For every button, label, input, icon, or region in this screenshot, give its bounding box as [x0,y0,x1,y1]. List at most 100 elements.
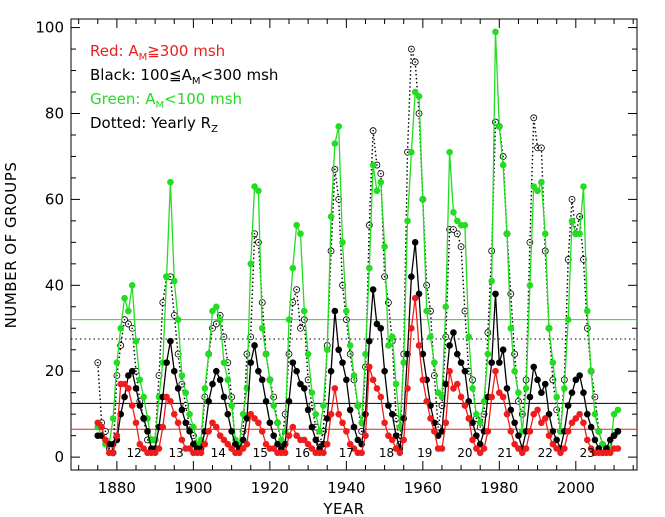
data-point [484,428,492,435]
legend-entry-rest: <100 msh [164,90,242,108]
data-point-center [552,379,554,381]
data-point [201,385,209,392]
data-point [243,415,251,422]
data-point [396,449,404,457]
data-point [610,432,618,439]
data-point-center [104,430,107,433]
data-point [300,436,308,444]
data-point [262,350,270,358]
data-point [434,432,442,439]
data-point [388,410,396,418]
data-point [427,402,434,409]
data-point [381,243,388,250]
data-point [572,376,580,384]
data-point [408,273,415,281]
data-point [140,445,147,452]
data-point [331,307,339,315]
plot-frame [70,18,638,471]
data-point [392,445,400,452]
data-point [385,342,392,349]
data-point [404,217,411,225]
data-point [178,406,186,414]
data-point [610,410,618,418]
data-point [247,260,255,268]
data-point-center [487,331,489,334]
data-point [431,359,438,366]
data-point [174,419,182,427]
data-point [396,423,404,431]
data-point [591,410,599,418]
data-point [534,187,541,195]
data-point [293,367,300,375]
data-point [465,333,473,341]
data-point [526,428,534,435]
data-point [606,449,614,457]
data-point [419,196,427,203]
data-point [346,406,354,414]
data-point [473,445,480,452]
data-point [545,432,553,439]
data-point [580,183,587,190]
data-point-center [494,121,497,123]
y-tick-label: 0 [54,448,64,466]
data-point [568,217,576,225]
data-point [568,419,576,427]
data-point [492,28,499,36]
data-point-center [368,224,371,226]
data-point [526,393,534,401]
data-point [427,333,434,341]
data-point [377,324,385,332]
data-point [297,380,304,388]
data-point-center [433,374,436,377]
data-point [507,428,515,435]
data-point [293,432,300,439]
data-point [446,148,453,156]
data-point [327,410,335,418]
data-point [583,307,591,315]
data-point [465,397,473,405]
data-point [534,406,541,414]
data-point [503,230,511,238]
data-point [446,342,453,349]
data-point [587,423,595,431]
data-point [362,410,369,418]
data-point [446,367,453,375]
data-point [262,440,270,448]
cycle-label: 14 [211,446,226,460]
data-point-center [242,430,244,433]
data-point [411,239,419,246]
data-point [163,273,170,281]
data-point [434,389,442,396]
data-point [228,428,235,435]
data-point [228,445,235,452]
data-point [450,329,457,336]
data-point-center [475,417,478,420]
data-point [369,376,377,384]
data-point [392,432,400,439]
data-point [442,303,450,311]
data-point [232,440,239,448]
data-point [125,372,132,379]
data-point [381,419,388,427]
data-point [316,428,323,435]
data-point [499,346,507,354]
data-point [125,307,132,315]
data-point [289,423,297,431]
data-point-center [169,275,172,278]
data-point [331,140,339,147]
data-point [365,363,373,371]
data-point [415,342,423,349]
data-point [239,410,247,418]
data-point [583,436,591,444]
data-point [128,282,136,289]
data-point [346,440,354,448]
data-point-center [223,336,225,338]
data-point [576,410,583,418]
data-point [213,423,220,431]
data-point [453,350,461,358]
data-point [216,432,224,439]
data-point [530,363,538,371]
data-point [255,367,262,375]
data-point-center [406,151,409,153]
